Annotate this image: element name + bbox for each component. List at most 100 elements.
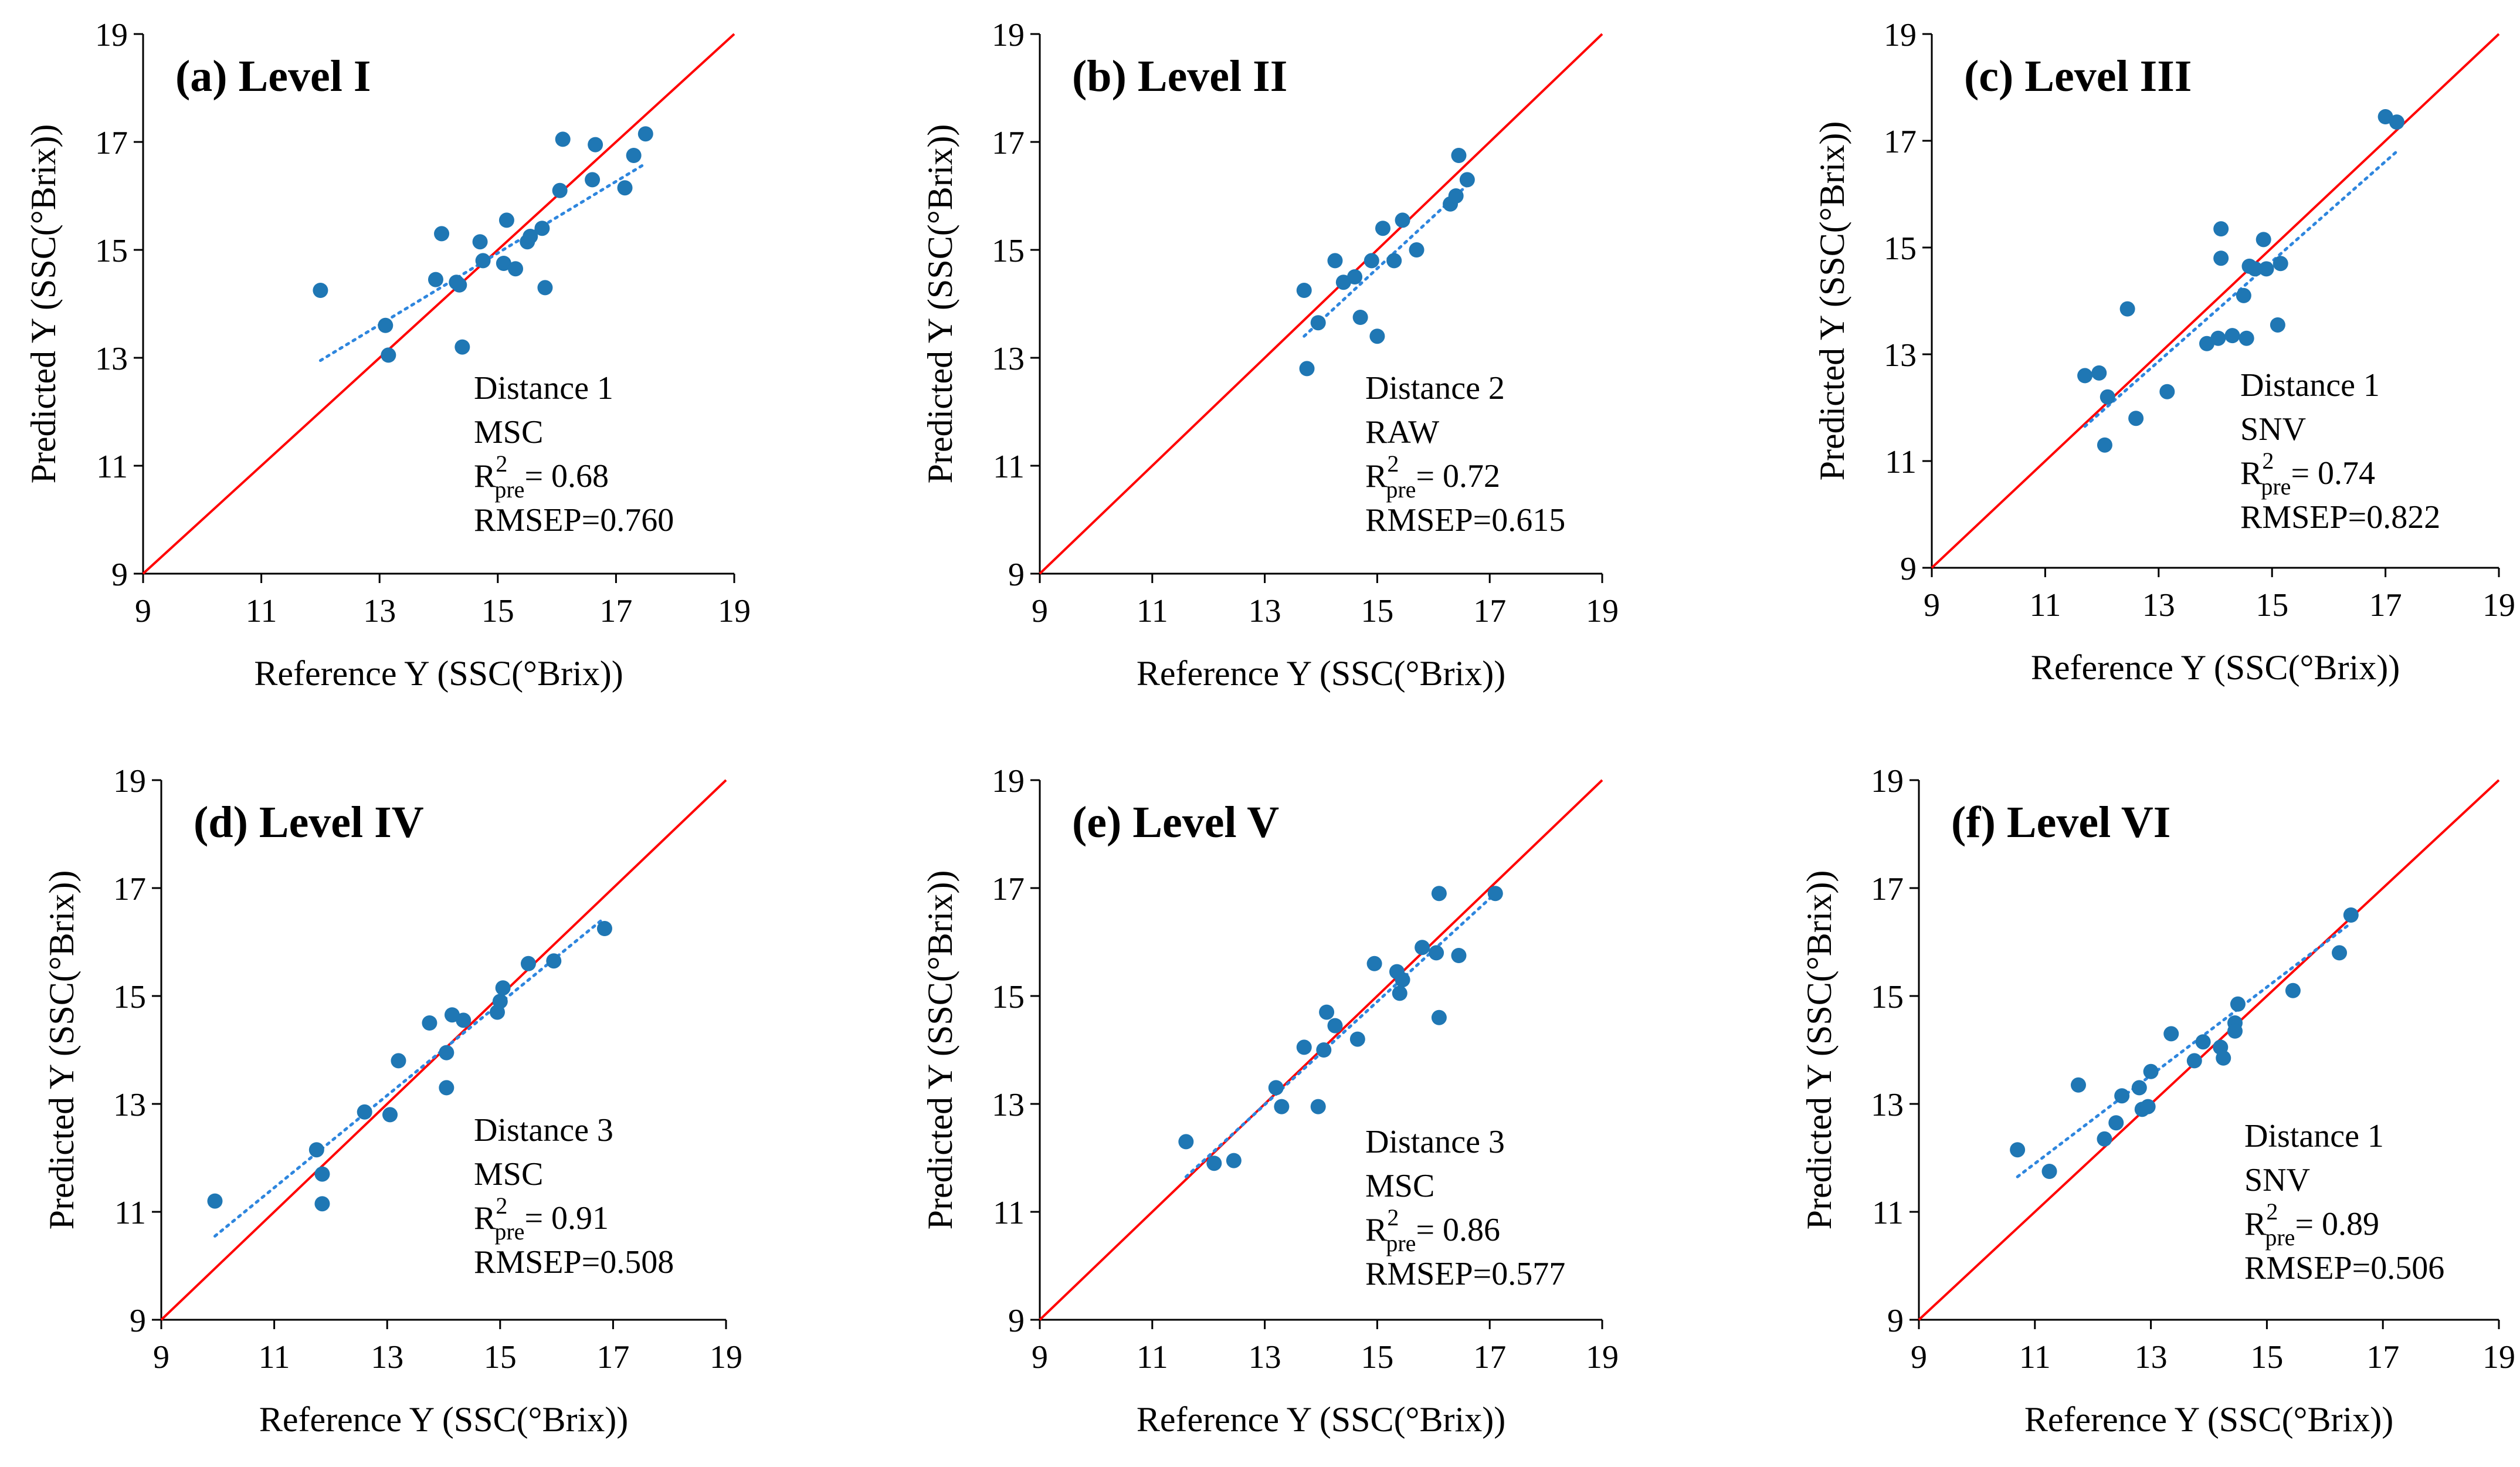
y-tick-label: 11	[1885, 444, 1917, 480]
data-point	[1429, 945, 1444, 961]
y-axis-label: Predicted Y (SSC(°Brix))	[1813, 121, 1851, 481]
data-point	[314, 1166, 330, 1182]
y-tick-label: 19	[95, 17, 128, 53]
data-point	[552, 182, 568, 198]
y-tick-label: 15	[95, 233, 128, 269]
x-tick-label: 9	[153, 1339, 169, 1375]
x-tick-label: 15	[484, 1339, 517, 1375]
y-tick-label: 19	[992, 763, 1025, 799]
y-tick-label: 9	[1887, 1303, 1904, 1339]
data-point	[357, 1104, 372, 1120]
data-point	[1409, 242, 1425, 258]
data-point	[1274, 1099, 1290, 1114]
r2-subscript: pre	[2261, 473, 2291, 500]
x-tick-label: 9	[1924, 587, 1940, 624]
annotation-distance: Distance 1	[2244, 1118, 2384, 1154]
trend-line	[213, 916, 606, 1238]
data-point	[1364, 253, 1379, 269]
data-point	[1386, 253, 1402, 269]
y-tick-label: 15	[1884, 231, 1917, 267]
y-tick-label: 13	[95, 341, 128, 377]
y-tick-label: 13	[1871, 1087, 1904, 1123]
y-tick-label: 17	[95, 125, 128, 161]
data-point	[637, 126, 653, 142]
annotation-distance: Distance 2	[1365, 370, 1505, 406]
data-point	[2163, 1026, 2179, 1042]
data-point	[1299, 361, 1315, 377]
chart-panel-3: 9 11 13 15 17 19 9 11 13 15 17 19 Reference Y (SSC(°…	[1813, 17, 2515, 687]
data-point	[523, 229, 538, 244]
trend-line	[1184, 892, 1497, 1178]
data-point	[1395, 212, 1410, 228]
y-tick-label: 13	[992, 1087, 1025, 1123]
r2-value: = 0.68	[524, 458, 609, 494]
x-tick-label: 17	[599, 593, 632, 629]
data-point	[1296, 283, 1312, 298]
y-tick-label: 17	[113, 871, 146, 907]
annotation-r2: R2 pre= 0.68	[474, 450, 609, 503]
annotation-r2: R2 pre= 0.86	[1365, 1204, 1500, 1256]
data-point	[2091, 365, 2107, 381]
r2-value: = 0.89	[2295, 1206, 2379, 1242]
x-tick-label: 17	[596, 1339, 629, 1375]
r2-superscript: 2	[496, 450, 507, 477]
data-point	[534, 221, 550, 236]
data-point	[2119, 301, 2135, 317]
annotation-r2: R2 pre= 0.72	[1365, 450, 1500, 503]
x-tick-label: 17	[1473, 593, 1506, 629]
annotation-preprocessing: MSC	[1365, 1168, 1434, 1204]
data-point	[2100, 389, 2115, 405]
y-tick-label: 15	[992, 979, 1025, 1015]
data-point	[1431, 1009, 1447, 1025]
y-tick-label: 13	[992, 341, 1025, 377]
data-point	[2273, 256, 2288, 272]
x-axis-label: Reference Y (SSC(°Brix))	[259, 1400, 628, 1439]
x-tick-label: 13	[371, 1339, 403, 1375]
chart-panel-4: 9 11 13 15 17 19 9 11 13 15 17 19 Reference Y (SSC(°…	[42, 763, 742, 1439]
x-tick-label: 9	[1911, 1339, 1927, 1375]
data-point	[520, 956, 536, 971]
data-point	[2097, 1131, 2112, 1147]
data-point	[1451, 948, 1467, 963]
data-point	[2010, 1142, 2026, 1158]
data-point	[498, 212, 514, 228]
x-tick-label: 15	[481, 593, 514, 629]
x-tick-label: 15	[2256, 587, 2288, 624]
identity-line	[1918, 779, 2500, 1321]
r2-superscript: 2	[1387, 450, 1399, 477]
data-point	[2389, 114, 2404, 130]
data-point	[439, 1080, 455, 1096]
y-tick-label: 9	[1008, 1303, 1025, 1339]
data-point	[508, 261, 524, 277]
r2-subscript: pre	[494, 1218, 524, 1245]
data-point	[496, 256, 511, 271]
x-axis-label: Reference Y (SSC(°Brix))	[2031, 648, 2400, 687]
y-tick-label: 11	[993, 449, 1025, 485]
data-point	[2236, 287, 2251, 303]
data-point	[452, 277, 467, 293]
data-point	[1296, 1039, 1312, 1055]
x-tick-label: 17	[2369, 587, 2402, 624]
r2-symbol: R	[2240, 455, 2263, 492]
r2-superscript: 2	[496, 1192, 507, 1219]
r2-symbol: R	[1365, 458, 1388, 494]
panel-title: (c) Level III	[1964, 52, 2192, 101]
r2-value: = 0.74	[2291, 455, 2375, 492]
data-point	[1431, 886, 1447, 902]
identity-line	[1931, 33, 2500, 569]
data-point	[2227, 1023, 2243, 1039]
y-axis-label: Predicted Y (SSC(°Brix))	[42, 870, 81, 1230]
data-point	[1352, 310, 1368, 325]
x-tick-label: 9	[1032, 593, 1048, 629]
x-tick-label: 9	[1032, 1339, 1048, 1375]
data-point	[2247, 261, 2263, 277]
data-point	[308, 1142, 324, 1158]
r2-subscript: pre	[494, 476, 524, 503]
x-tick-label: 15	[1361, 1339, 1393, 1375]
x-tick-label: 9	[135, 593, 151, 629]
annotation-rmsep: RMSEP=0.508	[474, 1244, 674, 1280]
r2-value: = 0.72	[1416, 458, 1500, 494]
chart-panel-6: 9 11 13 15 17 19 9 11 13 15 17 19 Reference Y (SSC(°…	[1800, 763, 2515, 1439]
data-point	[472, 234, 488, 250]
data-point	[1319, 1004, 1335, 1020]
